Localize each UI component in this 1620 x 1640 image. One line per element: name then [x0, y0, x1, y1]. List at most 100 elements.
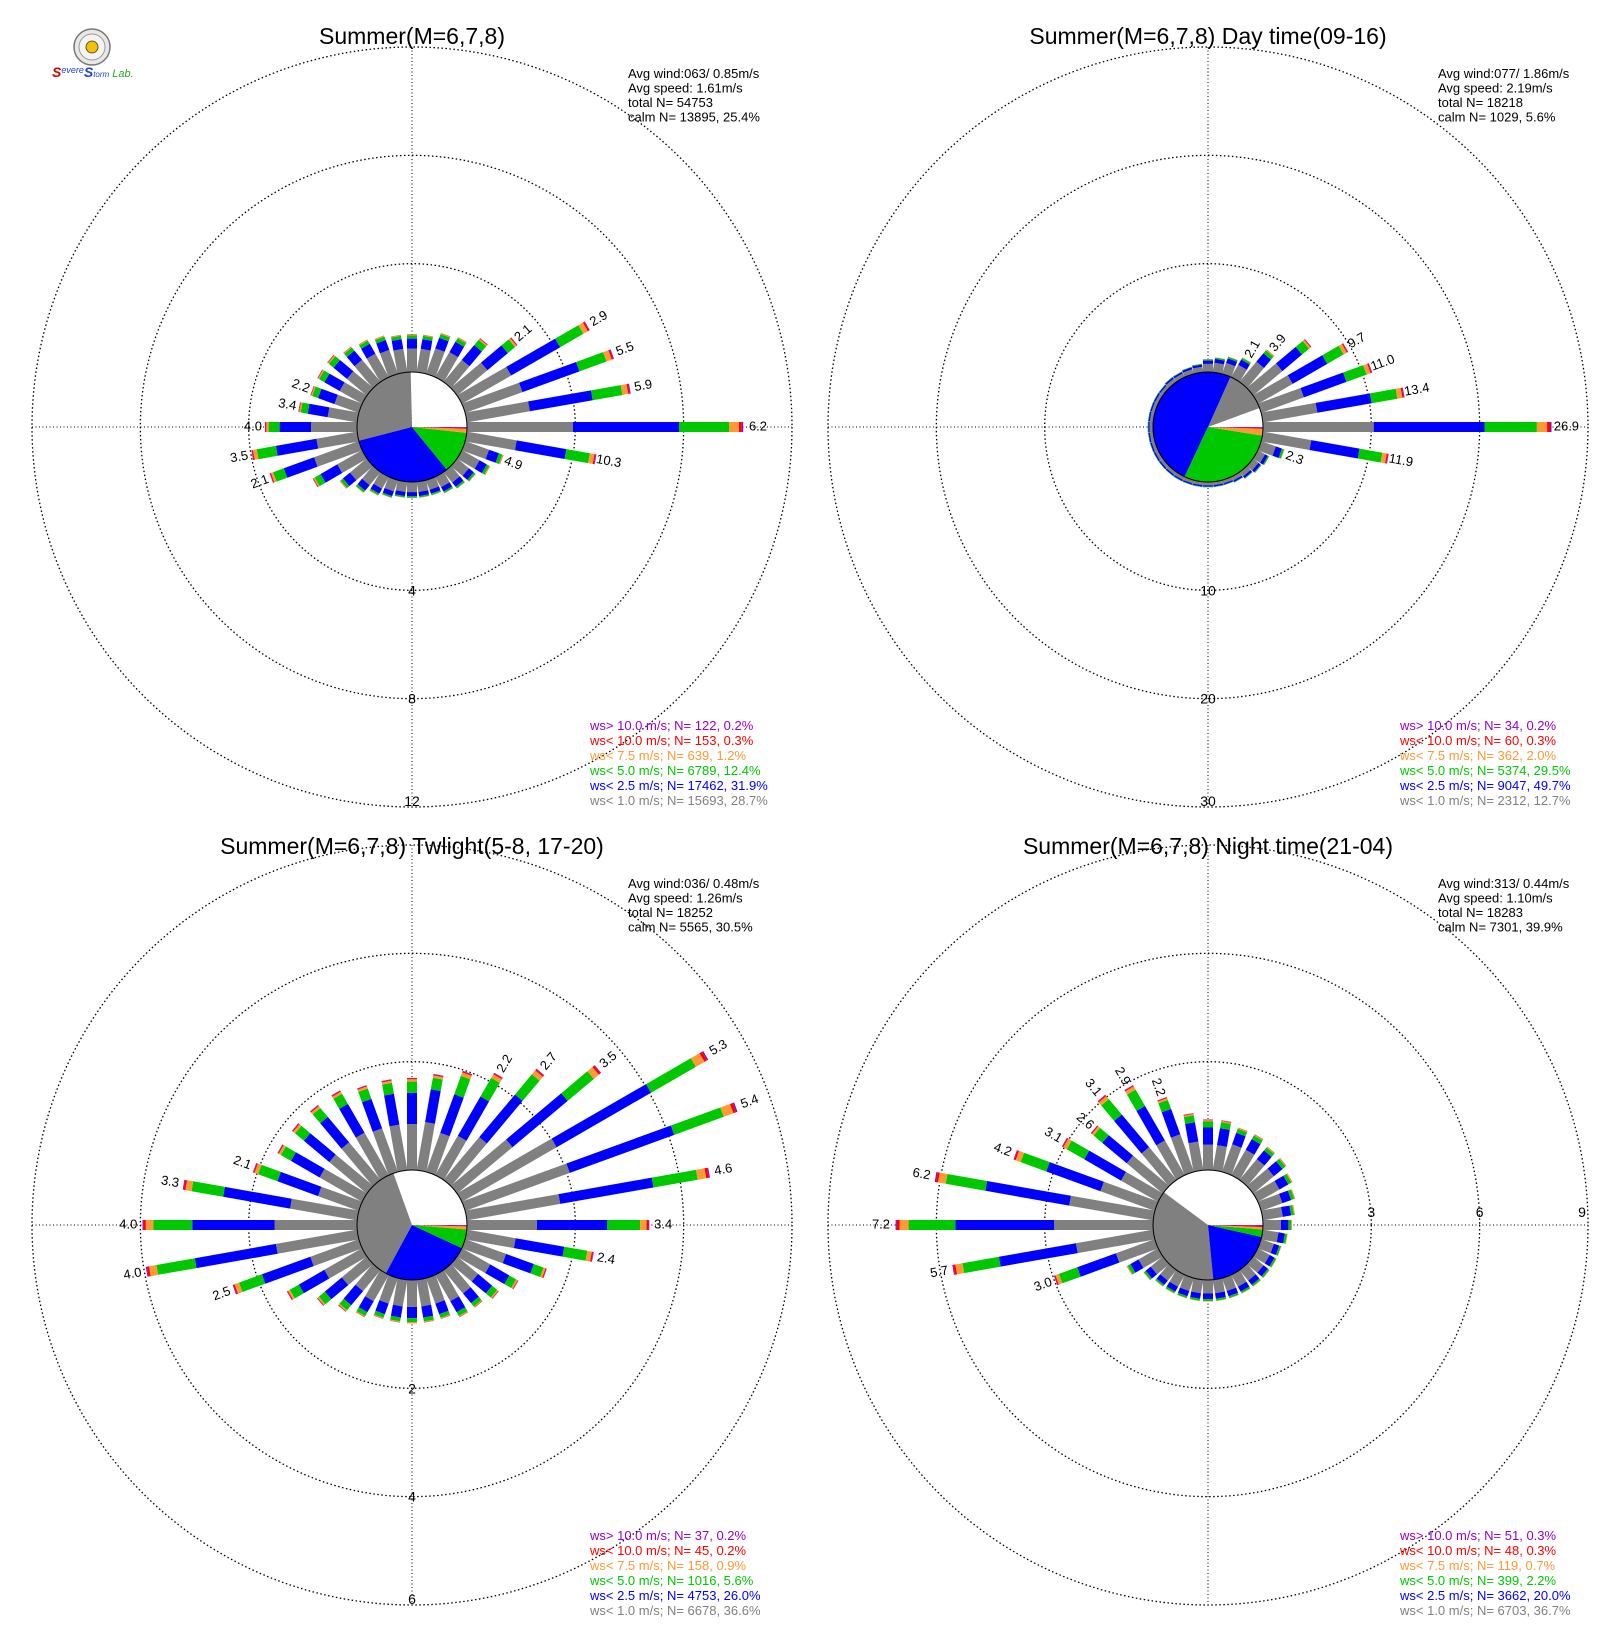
bar-segment-lt1 — [1166, 465, 1177, 475]
wind-bar-300deg — [317, 369, 367, 404]
bar-segment-lt1 — [379, 349, 398, 377]
bar-segment-lt5 — [1155, 1278, 1165, 1287]
bar-segment-lt5 — [1227, 356, 1238, 362]
wind-bar-60deg — [1253, 343, 1349, 404]
bar-segment-lt1 — [341, 1256, 374, 1286]
bar-segment-lt1 — [1253, 1180, 1280, 1202]
bar-segment-gt10 — [286, 1291, 293, 1301]
wind-bar-290deg — [252, 1163, 362, 1211]
bar-segment-lt5 — [1214, 357, 1225, 361]
bar-segment-lt2_5 — [1192, 483, 1203, 487]
bar-segment-lt1 — [435, 352, 459, 382]
wind-bar-90deg — [467, 1220, 650, 1230]
bar-segment-lt1 — [1183, 477, 1194, 484]
bar-value-label: 26.9 — [1554, 418, 1579, 433]
bar-segment-lt5 — [495, 453, 503, 464]
bar-segment-lt5 — [1173, 371, 1182, 377]
bar-segment-lt10 — [730, 1103, 737, 1114]
bar-segment-lt2_5 — [382, 488, 394, 497]
bar-segment-lt5 — [1220, 1122, 1231, 1130]
bar-segment-lt1 — [1231, 472, 1242, 481]
bar-segment-lt10 — [646, 1220, 649, 1230]
bar-segment-lt2_5 — [1203, 485, 1213, 487]
wind-bar-230deg — [339, 458, 374, 489]
bar-segment-lt1 — [426, 348, 445, 377]
bar-segment-lt1 — [1222, 1144, 1242, 1175]
bar-segment-lt10 — [327, 354, 335, 363]
bar-segment-lt7_5 — [588, 453, 595, 464]
calm-pie — [1152, 1169, 1264, 1281]
bar-segment-lt2_5 — [1165, 468, 1175, 476]
bar-segment-lt1 — [1203, 482, 1213, 486]
bar-segment-lt10 — [474, 1300, 483, 1308]
bar-segment-lt1 — [1212, 362, 1225, 374]
bar-segment-lt2_5 — [361, 343, 376, 359]
bar-segment-lt1 — [457, 1248, 491, 1274]
bar-segment-lt1 — [443, 465, 460, 483]
bar-segment-lt10 — [1547, 422, 1550, 432]
bar-segment-lt1 — [416, 1122, 435, 1172]
wind-bar-240deg — [286, 1248, 367, 1301]
bar-segment-lt1 — [1253, 450, 1266, 463]
bar-segment-lt7_5 — [1157, 1098, 1168, 1104]
bar-segment-lt10 — [1124, 1085, 1134, 1092]
calm-pie-slice-lt1 — [357, 1173, 412, 1274]
bar-segment-lt5 — [1158, 461, 1166, 470]
bar-segment-lt7_5 — [1290, 1189, 1295, 1199]
bar-segment-lt2_5 — [194, 1243, 278, 1269]
bar-value-label: 5.7 — [929, 1262, 949, 1280]
bar-value-label: 3.4 — [277, 395, 297, 413]
bar-segment-lt2_5 — [1213, 483, 1224, 487]
ring-label: 6 — [1476, 1204, 1484, 1220]
bar-segment-lt7_5 — [293, 1124, 302, 1134]
bar-segment-gt10 — [702, 1051, 709, 1061]
wind-bar-150deg — [435, 472, 454, 494]
bar-value-label: 2.9 — [1112, 1064, 1134, 1087]
bar-segment-lt5 — [471, 1296, 482, 1307]
wind-bar-140deg — [1239, 1263, 1261, 1287]
bar-segment-lt7_5 — [390, 1319, 401, 1323]
bar-value-label: 2.1 — [511, 321, 534, 344]
wind-bar-0deg — [1203, 1119, 1213, 1170]
bar-segment-gt10 — [1304, 339, 1312, 347]
wind-bar-330deg — [358, 339, 389, 382]
bar-segment-lt5 — [1264, 1147, 1275, 1157]
stats-line: Avg speed: 1.26m/s — [628, 891, 743, 906]
stats-line: Avg speed: 1.61m/s — [628, 81, 743, 96]
wind-bar-170deg — [1212, 1278, 1227, 1302]
bar-segment-lt1 — [1258, 1239, 1274, 1254]
wind-bar-290deg — [1149, 401, 1158, 413]
wind-bar-280deg — [934, 1172, 1155, 1221]
bar-value-label: 3.4 — [654, 1216, 672, 1231]
wind-bar-220deg — [355, 465, 381, 493]
bar-segment-lt2_5 — [1280, 1220, 1289, 1230]
bar-segment-lt7_5 — [1302, 339, 1311, 349]
bar-segment-lt2_5 — [513, 1238, 565, 1257]
bar-segment-lt5 — [1343, 365, 1367, 382]
bar-segment-lt1 — [1138, 1248, 1163, 1268]
bar-segment-lt5 — [1165, 469, 1174, 477]
bar-segment-lt5 — [1357, 448, 1383, 463]
bar-segment-lt2_5 — [1245, 1139, 1261, 1155]
bar-segment-lt2_5 — [425, 1089, 441, 1124]
bar-segment-gt10 — [648, 1220, 650, 1230]
bar-segment-lt5 — [375, 336, 386, 344]
bar-segment-lt10 — [592, 1065, 601, 1075]
bar-segment-lt5 — [382, 492, 393, 498]
bar-segment-lt7_5 — [311, 386, 316, 396]
bar-segment-lt2_5 — [324, 1277, 349, 1300]
bar-segment-lt1 — [327, 407, 359, 423]
bar-segment-lt7_5 — [955, 1263, 965, 1275]
bar-segment-lt10 — [310, 1105, 319, 1113]
bar-segment-gt10 — [594, 454, 597, 465]
bar-segment-lt5 — [501, 339, 516, 354]
bar-segment-lt5 — [1153, 392, 1159, 402]
bar-segment-lt7_5 — [1536, 422, 1548, 432]
bar-segment-lt1 — [274, 1220, 357, 1230]
bar-segment-lt1 — [1261, 1207, 1283, 1221]
bar-value-label: 2.1 — [249, 471, 271, 491]
bar-value-label: 11.9 — [1388, 450, 1415, 469]
wind-bar-10deg — [1212, 357, 1226, 374]
bar-segment-lt5 — [407, 335, 417, 339]
bar-segment-lt7_5 — [270, 472, 277, 483]
